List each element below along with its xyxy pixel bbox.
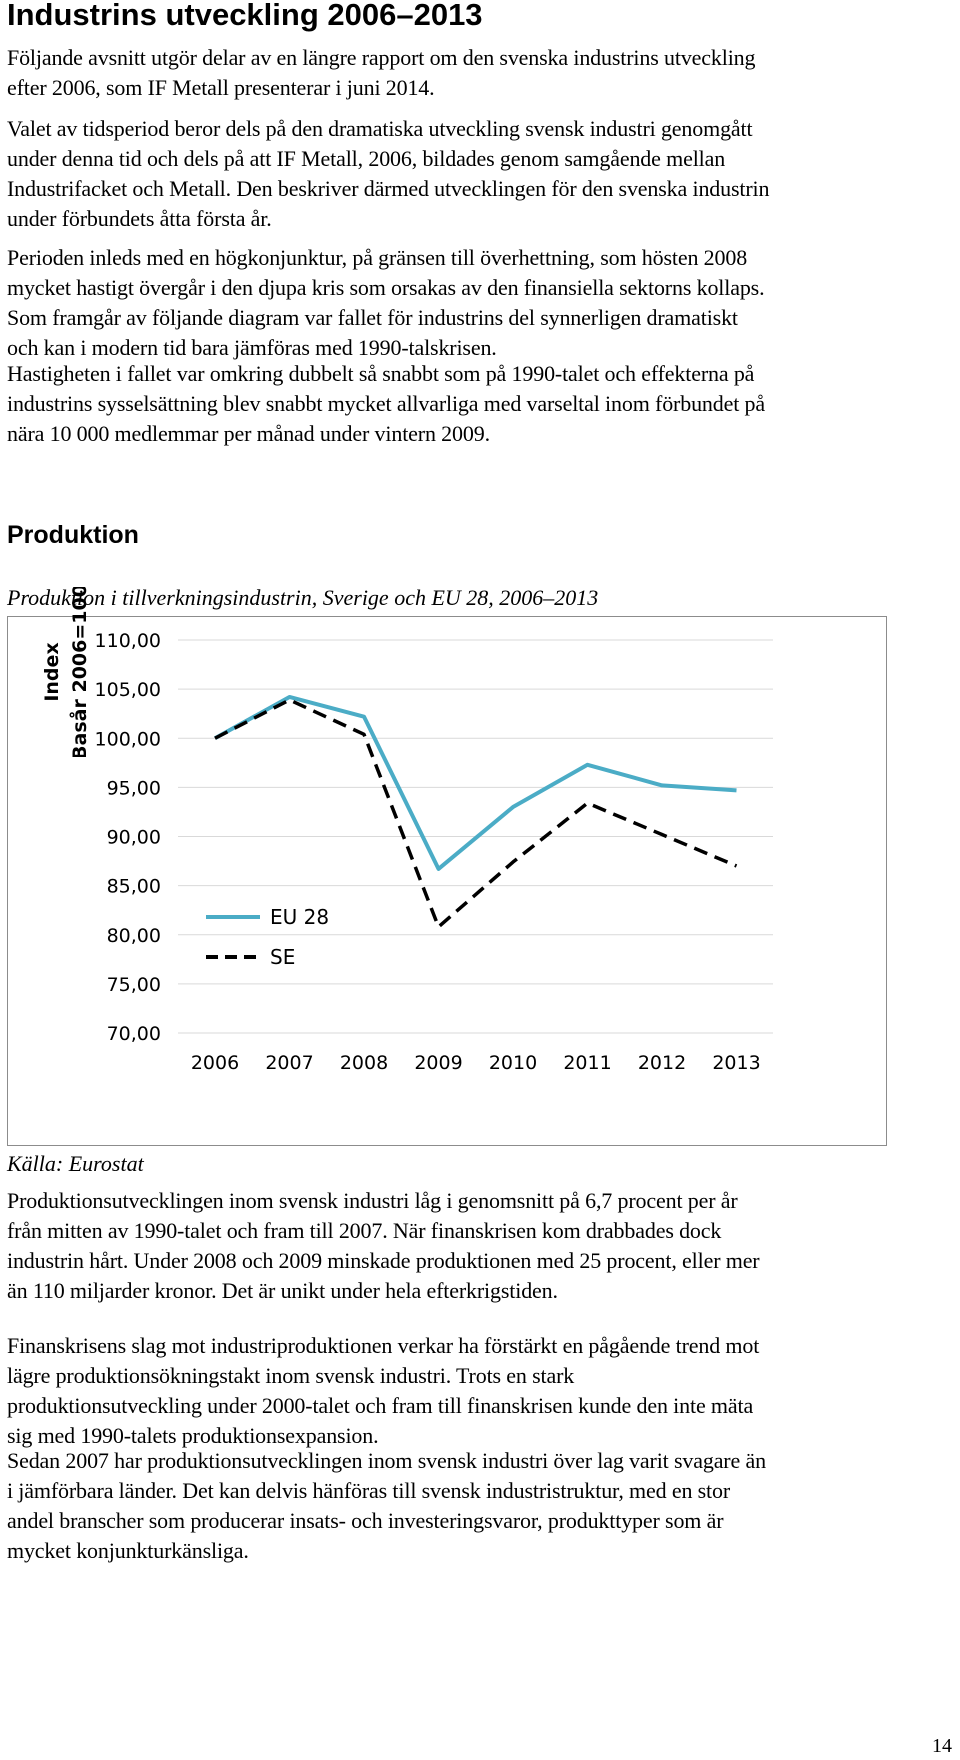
paragraph: Produktionsutvecklingen inom svensk indu… (7, 1186, 952, 1306)
paragraph-line: industrins sysselsättning blev snabbt my… (7, 391, 766, 416)
paragraph-line: Industrifacket och Metall. Den beskriver… (7, 176, 770, 201)
figure-caption: Produktion i tillverkningsindustrin, Sve… (7, 585, 599, 610)
paragraph-line: och kan i modern tid bara jämföras med 1… (7, 335, 497, 360)
paragraph-line: i jämförbara länder. Det kan delvis hänf… (7, 1478, 731, 1503)
page-number: 14 (932, 1735, 952, 1757)
x-tick-label: 2010 (489, 1052, 537, 1074)
y-tick-label: 80,00 (107, 925, 161, 947)
y-axis-title-line-2: Basår 2006=100 (67, 587, 91, 757)
x-tick-label: 2011 (563, 1052, 611, 1074)
chart-svg: 70,00 75,00 80,00 85,00 90,00 95,00 100,00 105,… (95, 630, 773, 1074)
y-axis-title-line-1: Index (41, 642, 63, 701)
x-tick-label: 2012 (638, 1052, 686, 1074)
paragraph-line: nära 10 000 medlemmar per månad under vi… (7, 421, 490, 446)
paragraph: Perioden inleds med en högkonjunktur, på… (7, 243, 952, 363)
paragraph-line: Perioden inleds med en högkonjunktur, på… (7, 245, 748, 270)
series-line-se (214, 698, 738, 929)
paragraph-line: från mitten av 1990-talet och fram till … (7, 1218, 722, 1243)
paragraph-line: andel branscher som producerar insats- o… (7, 1508, 724, 1533)
paragraph-line: mycket hastigt övergår i den djupa kris … (7, 275, 765, 300)
y-tick-label: 95,00 (107, 777, 161, 799)
paragraph-line: Följande avsnitt utgör delar av en längr… (7, 45, 756, 70)
paragraph: Valet av tidsperiod beror dels på den dr… (7, 114, 952, 234)
y-tick-label: 85,00 (107, 876, 161, 898)
paragraph-line: under förbundets åtta första år. (7, 206, 272, 231)
paragraph-line: mycket konjunkturkänsliga. (7, 1538, 249, 1563)
series-line-eu-28 (214, 694, 737, 871)
paragraph-line: under denna tid och dels på att IF Metal… (7, 146, 726, 171)
x-tick-label: 2007 (265, 1052, 313, 1074)
paragraph-line: Som framgår av följande diagram var fall… (7, 305, 738, 330)
x-tick-label: 2008 (340, 1052, 388, 1074)
paragraph: Finanskrisens slag mot industriproduktio… (7, 1331, 952, 1451)
paragraph: Hastigheten i fallet var omkring dubbelt… (7, 359, 952, 449)
paragraph-line: produktionsutveckling under 2000-talet o… (7, 1393, 754, 1418)
paragraph-line: lägre produktionsökningstakt inom svensk… (7, 1363, 575, 1388)
y-tick-label: 110,00 (95, 630, 161, 652)
paragraph-line: sig med 1990-talets produktionsexpansion… (7, 1423, 379, 1448)
y-axis-title: Index Basår 2006=100 (34, 584, 98, 760)
paragraph-line: Produktionsutvecklingen inom svensk indu… (7, 1188, 738, 1213)
y-tick-label: 100,00 (95, 728, 161, 750)
paragraph-line: Hastigheten i fallet var omkring dubbelt… (7, 361, 755, 386)
page-title: Industrins utveckling 2006–2013 (7, 0, 483, 32)
y-tick-label: 75,00 (107, 974, 161, 996)
x-tick-label: 2009 (414, 1052, 462, 1074)
y-tick-label: 90,00 (107, 827, 161, 849)
source-note: Källa: Eurostat (7, 1151, 144, 1176)
legend-label: EU 28 (270, 905, 329, 929)
x-tick-label: 2006 (191, 1052, 239, 1074)
y-tick-label: 105,00 (95, 679, 161, 701)
paragraph-line: efter 2006, som IF Metall presenterar i … (7, 75, 435, 100)
paragraph: Följande avsnitt utgör delar av en längr… (7, 43, 952, 103)
paragraph-line: industrin hårt. Under 2008 och 2009 mins… (7, 1248, 760, 1273)
x-tick-label: 2013 (712, 1052, 760, 1074)
legend-label: SE (270, 945, 295, 969)
y-tick-label: 70,00 (107, 1023, 161, 1045)
paragraph-line: Valet av tidsperiod beror dels på den dr… (7, 116, 753, 141)
paragraph-line: Finanskrisens slag mot industriproduktio… (7, 1333, 760, 1358)
paragraph-line: än 110 miljarder kronor. Det är unikt un… (7, 1278, 558, 1303)
paragraph-line: Sedan 2007 har produktionsutvecklingen i… (7, 1448, 766, 1473)
paragraph: Sedan 2007 har produktionsutvecklingen i… (7, 1446, 952, 1566)
production-chart: 70,00 75,00 80,00 85,00 90,00 95,00 100,00 105,… (7, 616, 887, 1146)
section-heading: Produktion (7, 521, 139, 549)
